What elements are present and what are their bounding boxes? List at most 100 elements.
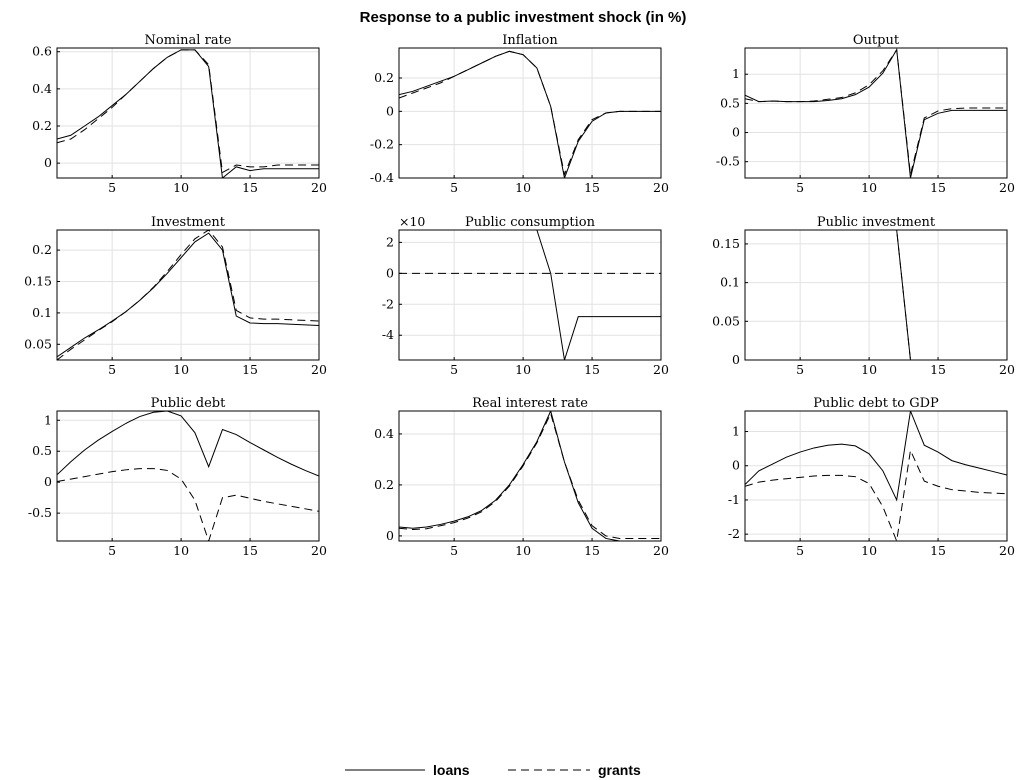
y-tick-label: 1 (732, 424, 740, 439)
panel-title: Inflation (502, 33, 558, 48)
x-tick-label: 20 (999, 543, 1015, 558)
x-tick-label: 20 (653, 543, 669, 558)
y-tick-label: 0.2 (32, 242, 52, 257)
x-tick-label: 15 (584, 180, 600, 195)
y-tick-label: 0.2 (32, 118, 52, 133)
axes-frame (744, 410, 1008, 542)
x-tick-label: 10 (515, 180, 531, 195)
panel-public-investment: 5 10 15 20 0 0.05 0.1 0.15 Public investment (712, 215, 1015, 377)
series-loans-line (57, 49, 319, 178)
x-tick-label: 20 (653, 362, 669, 377)
series-grants-line (745, 448, 1007, 541)
x-tick-label: 5 (450, 543, 458, 558)
legend-loans-label: loans (433, 762, 470, 778)
axes-frame (744, 229, 1008, 361)
panel-public-debt: 5 10 15 20 -0.5 0 0.5 1 Public debt (28, 396, 327, 558)
y-tick-label: 0 (44, 474, 52, 489)
y-tick-label: 0.05 (24, 336, 52, 351)
panel-title: Real interest rate (472, 396, 588, 411)
y-tick-label: 0.5 (32, 443, 52, 458)
panel-title: Output (853, 33, 900, 48)
y-tick-label: 0.2 (374, 70, 394, 85)
x-tick-label: 20 (653, 180, 669, 195)
x-tick-label: 5 (108, 362, 116, 377)
series-grants-line (57, 468, 319, 541)
series-group (745, 230, 1007, 360)
axes-frame (398, 410, 662, 542)
axes-frame (56, 410, 320, 542)
series-grants-line (745, 230, 1007, 360)
panel-output: 5 10 15 20 -0.5 0 0.5 1 Output (716, 33, 1015, 195)
y-tick-label: 1 (732, 66, 740, 81)
x-tick-label: 15 (242, 362, 258, 377)
y-tick-label: -0.5 (28, 505, 52, 520)
x-tick-label: 5 (796, 362, 804, 377)
series-group (745, 411, 1007, 541)
x-tick-label: 10 (861, 362, 877, 377)
axes-frame (744, 47, 1008, 179)
x-tick-label: 10 (515, 543, 531, 558)
x-tick-label: 20 (999, 362, 1015, 377)
x-tick-label: 15 (584, 543, 600, 558)
panel-nominal-rate: 5 10 15 20 0 0.2 0.4 0.6 Nominal rate (32, 33, 327, 195)
panel-real-interest-rate: 5 10 15 20 0 0.2 0.4 Real interest rate (374, 396, 669, 558)
y-tick-label: 0 (732, 125, 740, 140)
y-tick-label: -2 (728, 526, 740, 541)
x-tick-label: 20 (311, 543, 327, 558)
axes-frame (56, 47, 320, 179)
panel-title: Public consumption (465, 215, 596, 230)
x-tick-label: 5 (796, 543, 804, 558)
x-tick-label: 15 (242, 543, 258, 558)
x-tick-label: 15 (584, 362, 600, 377)
axes-frame (398, 229, 662, 361)
y-tick-label: -2 (382, 296, 394, 311)
panel-inflation: 5 10 15 20 -0.4 -0.2 0 0.2 Inflation (370, 33, 669, 195)
series-loans-line (745, 230, 1007, 360)
axes-frame (398, 47, 662, 179)
legend: loans grants (345, 762, 641, 778)
panel-title: Public debt to GDP (813, 396, 939, 411)
x-tick-label: 5 (450, 362, 458, 377)
y-tick-label: 0.05 (712, 313, 740, 328)
y-tick-label: 0.5 (720, 95, 740, 110)
series-loans-line (399, 230, 661, 360)
x-tick-label: 5 (796, 180, 804, 195)
series-group (399, 411, 661, 541)
x-tick-label: 15 (930, 180, 946, 195)
series-loans-line (399, 411, 661, 541)
y-tick-label: 0 (732, 458, 740, 473)
y-tick-label: 0.15 (24, 273, 52, 288)
panel-title: Investment (151, 215, 226, 230)
x-tick-label: 10 (515, 362, 531, 377)
x-tick-label: 10 (173, 543, 189, 558)
y-tick-label: 0 (386, 528, 394, 543)
series-group (57, 411, 319, 541)
y-tick-label: 0.1 (720, 275, 740, 290)
y-tick-label: 0 (386, 103, 394, 118)
y-tick-label: 0 (386, 265, 394, 280)
series-group (57, 230, 319, 360)
figure-title: Response to a public investment shock (i… (360, 9, 687, 26)
series-grants-line (745, 48, 1007, 175)
y-tick-label: -0.5 (716, 154, 740, 169)
panel-public-consumption: 5 10 15 20 -4 -2 0 2 ×10 Public consumption (382, 214, 669, 377)
y-tick-label: -0.2 (370, 137, 394, 152)
y-tick-label: 0.4 (32, 81, 52, 96)
x-tick-label: 5 (450, 180, 458, 195)
series-group (745, 48, 1007, 178)
series-group (57, 49, 319, 178)
y-tick-label: -1 (728, 492, 740, 507)
series-loans-line (745, 48, 1007, 178)
panel-public-debt-to-gdp: 5 10 15 20 -2 -1 0 1 Public debt to GDP (728, 396, 1015, 558)
x-tick-label: 5 (108, 180, 116, 195)
y-tick-label: 0.6 (32, 44, 52, 59)
y-tick-label: 0 (732, 352, 740, 367)
legend-grants-label: grants (598, 762, 641, 778)
x-tick-label: 15 (930, 543, 946, 558)
y-tick-label: 0.1 (32, 305, 52, 320)
y-tick-label: 0 (44, 155, 52, 170)
y-tick-label: 0.2 (374, 477, 394, 492)
x-tick-label: 15 (930, 362, 946, 377)
